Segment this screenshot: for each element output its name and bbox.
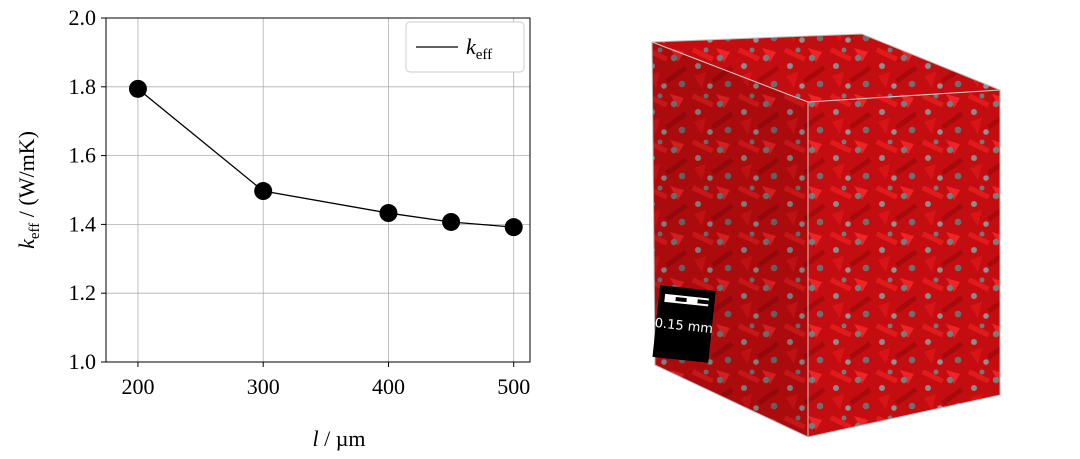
line-plot: 1.0 1.2 1.4 1.6 1.8 2.0 200 300 400 500 keff bbox=[69, 5, 531, 399]
cube-top bbox=[652, 34, 1000, 102]
legend-symbol: k bbox=[466, 34, 477, 59]
data-line bbox=[137, 88, 514, 228]
y-tick-label: 1.0 bbox=[69, 349, 97, 374]
scale-bar-label: 0.15 mm bbox=[654, 316, 714, 337]
x-tick-label: 500 bbox=[497, 374, 530, 399]
y-label-subscript: eff bbox=[27, 223, 43, 239]
y-axis-label: keff / (W/mK) bbox=[14, 131, 43, 249]
x-tick-label: 200 bbox=[121, 374, 154, 399]
y-tick-label: 1.6 bbox=[69, 143, 97, 168]
scale-bar-segment bbox=[675, 296, 687, 303]
plot-frame bbox=[105, 17, 531, 363]
data-point bbox=[379, 204, 398, 223]
legend-label: keff bbox=[466, 34, 492, 63]
y-label-symbol: k bbox=[14, 238, 39, 249]
y-tick-label: 2.0 bbox=[69, 5, 97, 30]
scale-bar-segment bbox=[697, 299, 709, 305]
y-tick-label: 1.2 bbox=[69, 280, 97, 305]
x-tick-label: 300 bbox=[247, 374, 280, 399]
data-point bbox=[442, 212, 461, 231]
y-tick-label: 1.4 bbox=[69, 211, 97, 236]
cube-rendering: 0.15 mm bbox=[651, 33, 1001, 438]
data-point bbox=[254, 182, 273, 201]
x-axis-label: l / µm bbox=[312, 426, 365, 451]
cube-outline bbox=[651, 33, 1001, 438]
x-label-symbol: l bbox=[312, 426, 318, 451]
x-label-unit: / µm bbox=[319, 426, 366, 451]
legend: keff bbox=[405, 21, 525, 73]
legend-box bbox=[405, 21, 525, 73]
y-label-unit: / (W/mK) bbox=[14, 131, 39, 223]
scale-bar: 0.15 mm bbox=[652, 285, 716, 363]
y-tick-label: 1.8 bbox=[69, 74, 97, 99]
cube-left-shade bbox=[652, 42, 808, 437]
x-tick-label: 400 bbox=[372, 374, 405, 399]
data-point bbox=[504, 218, 523, 237]
data-point bbox=[128, 79, 147, 98]
cube-right bbox=[808, 90, 1000, 437]
legend-subscript: eff bbox=[476, 47, 492, 63]
